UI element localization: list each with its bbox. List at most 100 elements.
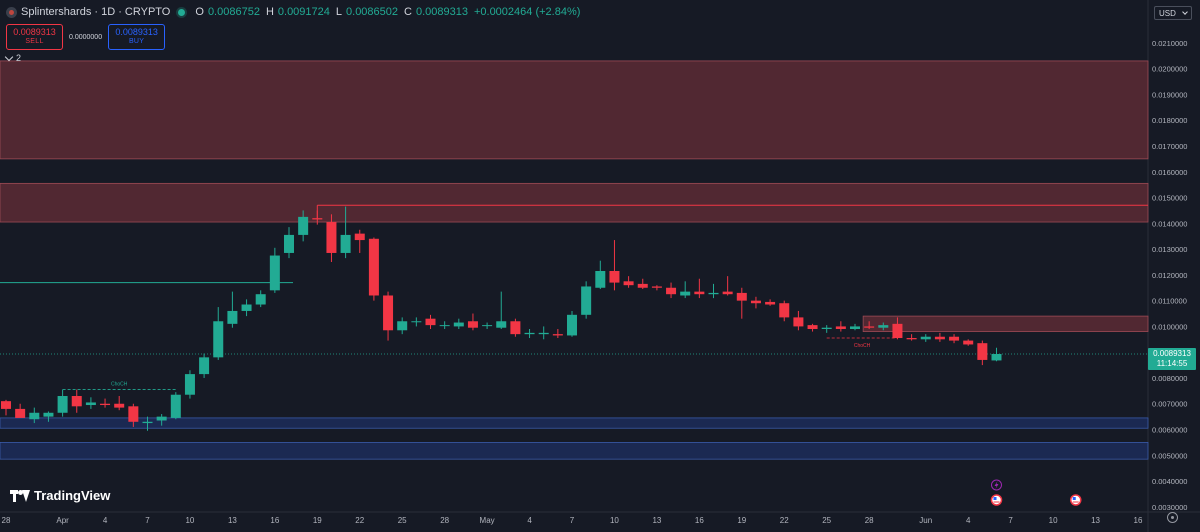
candle-body [284,234,294,253]
candle-body [467,321,478,328]
time-tick-label: 13 [228,516,237,525]
time-tick-label: 28 [865,516,874,525]
candle-body [114,403,125,408]
candle-body [552,334,563,336]
candle-body [411,321,422,323]
lightning-event-icon [991,479,1002,491]
candle-body [15,408,26,418]
close-label: C [404,6,412,18]
low-label: L [335,6,343,18]
price-tick-label: 0.0210000 [1152,39,1187,48]
high-label: H [265,6,274,18]
price-tick-label: 0.0030000 [1152,503,1187,512]
candle-body [680,291,691,296]
price-tick-label: 0.0120000 [1152,271,1187,280]
time-tick-label: 16 [695,516,704,525]
supply-zone [862,315,1149,332]
supply-zone [0,60,1149,160]
lightning-glyph [994,481,999,489]
trade-panel: 0.0089313 SELL 0.0000000 0.0089313 BUY [6,24,166,50]
sell-price: 0.0089313 [13,27,56,37]
candle-body [71,396,82,407]
last-price-tag: 0.0089313 11:14:55 [1148,347,1196,370]
buy-price: 0.0089313 [115,27,158,37]
time-tick-label: 19 [737,516,746,525]
indicators-count: 2 [16,53,22,63]
candle-body [199,357,210,375]
candle-body [595,271,606,288]
time-tick-label: 13 [1091,516,1100,525]
candle-body [694,291,705,295]
candle-body [920,336,931,340]
time-tick-label: 16 [1134,516,1143,525]
price-tick-label: 0.0170000 [1152,142,1187,151]
price-tick-label: 0.0200000 [1152,65,1187,74]
supply-zone [0,182,1149,223]
candle-body [85,402,96,406]
bar-countdown: 11:14:55 [1156,358,1188,368]
candle-body [425,318,436,326]
time-tick-label: 13 [652,516,661,525]
spread-value: 0.0000000 [69,33,103,41]
symbol-legend: Splintershards · 1D · CRYPTO O 0.0086752 … [6,6,582,18]
buy-label: BUY [128,38,145,45]
time-tick-label: 7 [1008,516,1013,525]
candle-body [963,340,974,345]
candle-body [57,396,68,413]
candle-body [100,403,111,406]
tradingview-logo[interactable]: TradingView [10,488,110,503]
time-tick-label: 28 [2,516,11,525]
candle-body [453,322,464,327]
time-tick-label: 28 [440,516,449,525]
currency-select[interactable]: USD [1154,6,1192,20]
candle-body [170,394,181,418]
candle-body [637,283,648,288]
candle-body [397,321,408,331]
candle-body [835,326,846,329]
candle-body [227,310,238,324]
candle-body [156,416,167,421]
sell-button[interactable]: 0.0089313 SELL [6,24,63,50]
candle-body [722,291,733,295]
time-tick-label: 10 [1049,516,1058,525]
candle-body [142,421,153,424]
time-tick-label: 10 [610,516,619,525]
candle-body [567,314,577,336]
candle-body [482,325,493,327]
price-tick-label: 0.0080000 [1152,374,1187,383]
candle-body [906,338,917,340]
candle-body [765,301,776,305]
candle-body [439,325,450,327]
chevron-down-icon [4,52,14,61]
candle-body [326,222,337,253]
price-tick-label: 0.0160000 [1152,168,1187,177]
time-tick-label: 7 [570,516,575,525]
candle-body [934,336,945,340]
choch-label: ChoCH [111,382,128,388]
market-open-icon [178,8,186,16]
change-value: +0.0002464 (+2.84%) [473,6,581,18]
candle-body [29,412,40,420]
brand-name: TradingView [34,488,111,503]
price-tick-label: 0.0100000 [1152,322,1187,331]
candle-body [736,292,747,301]
time-tick-label: 25 [398,516,407,525]
candle-body [850,326,860,329]
candle-body [524,332,535,335]
symbol-name[interactable]: Splintershards · 1D · CRYPTO [21,6,171,18]
time-tick-label: May [480,516,495,525]
candle-body [623,281,634,286]
time-tick-label: 4 [527,516,532,525]
candle-body [666,287,677,295]
indicators-toggle[interactable]: 2 [4,52,22,63]
candle-body [793,317,804,327]
close-value: 0.0089313 [415,6,468,18]
chart-settings-gear-icon[interactable] [1167,512,1178,523]
candle-body [864,326,875,328]
candle-body [1,401,11,409]
buy-button[interactable]: 0.0089313 BUY [108,24,166,50]
low-value: 0.0086502 [346,6,399,18]
candle-body [255,294,266,305]
candle-body [269,255,280,291]
